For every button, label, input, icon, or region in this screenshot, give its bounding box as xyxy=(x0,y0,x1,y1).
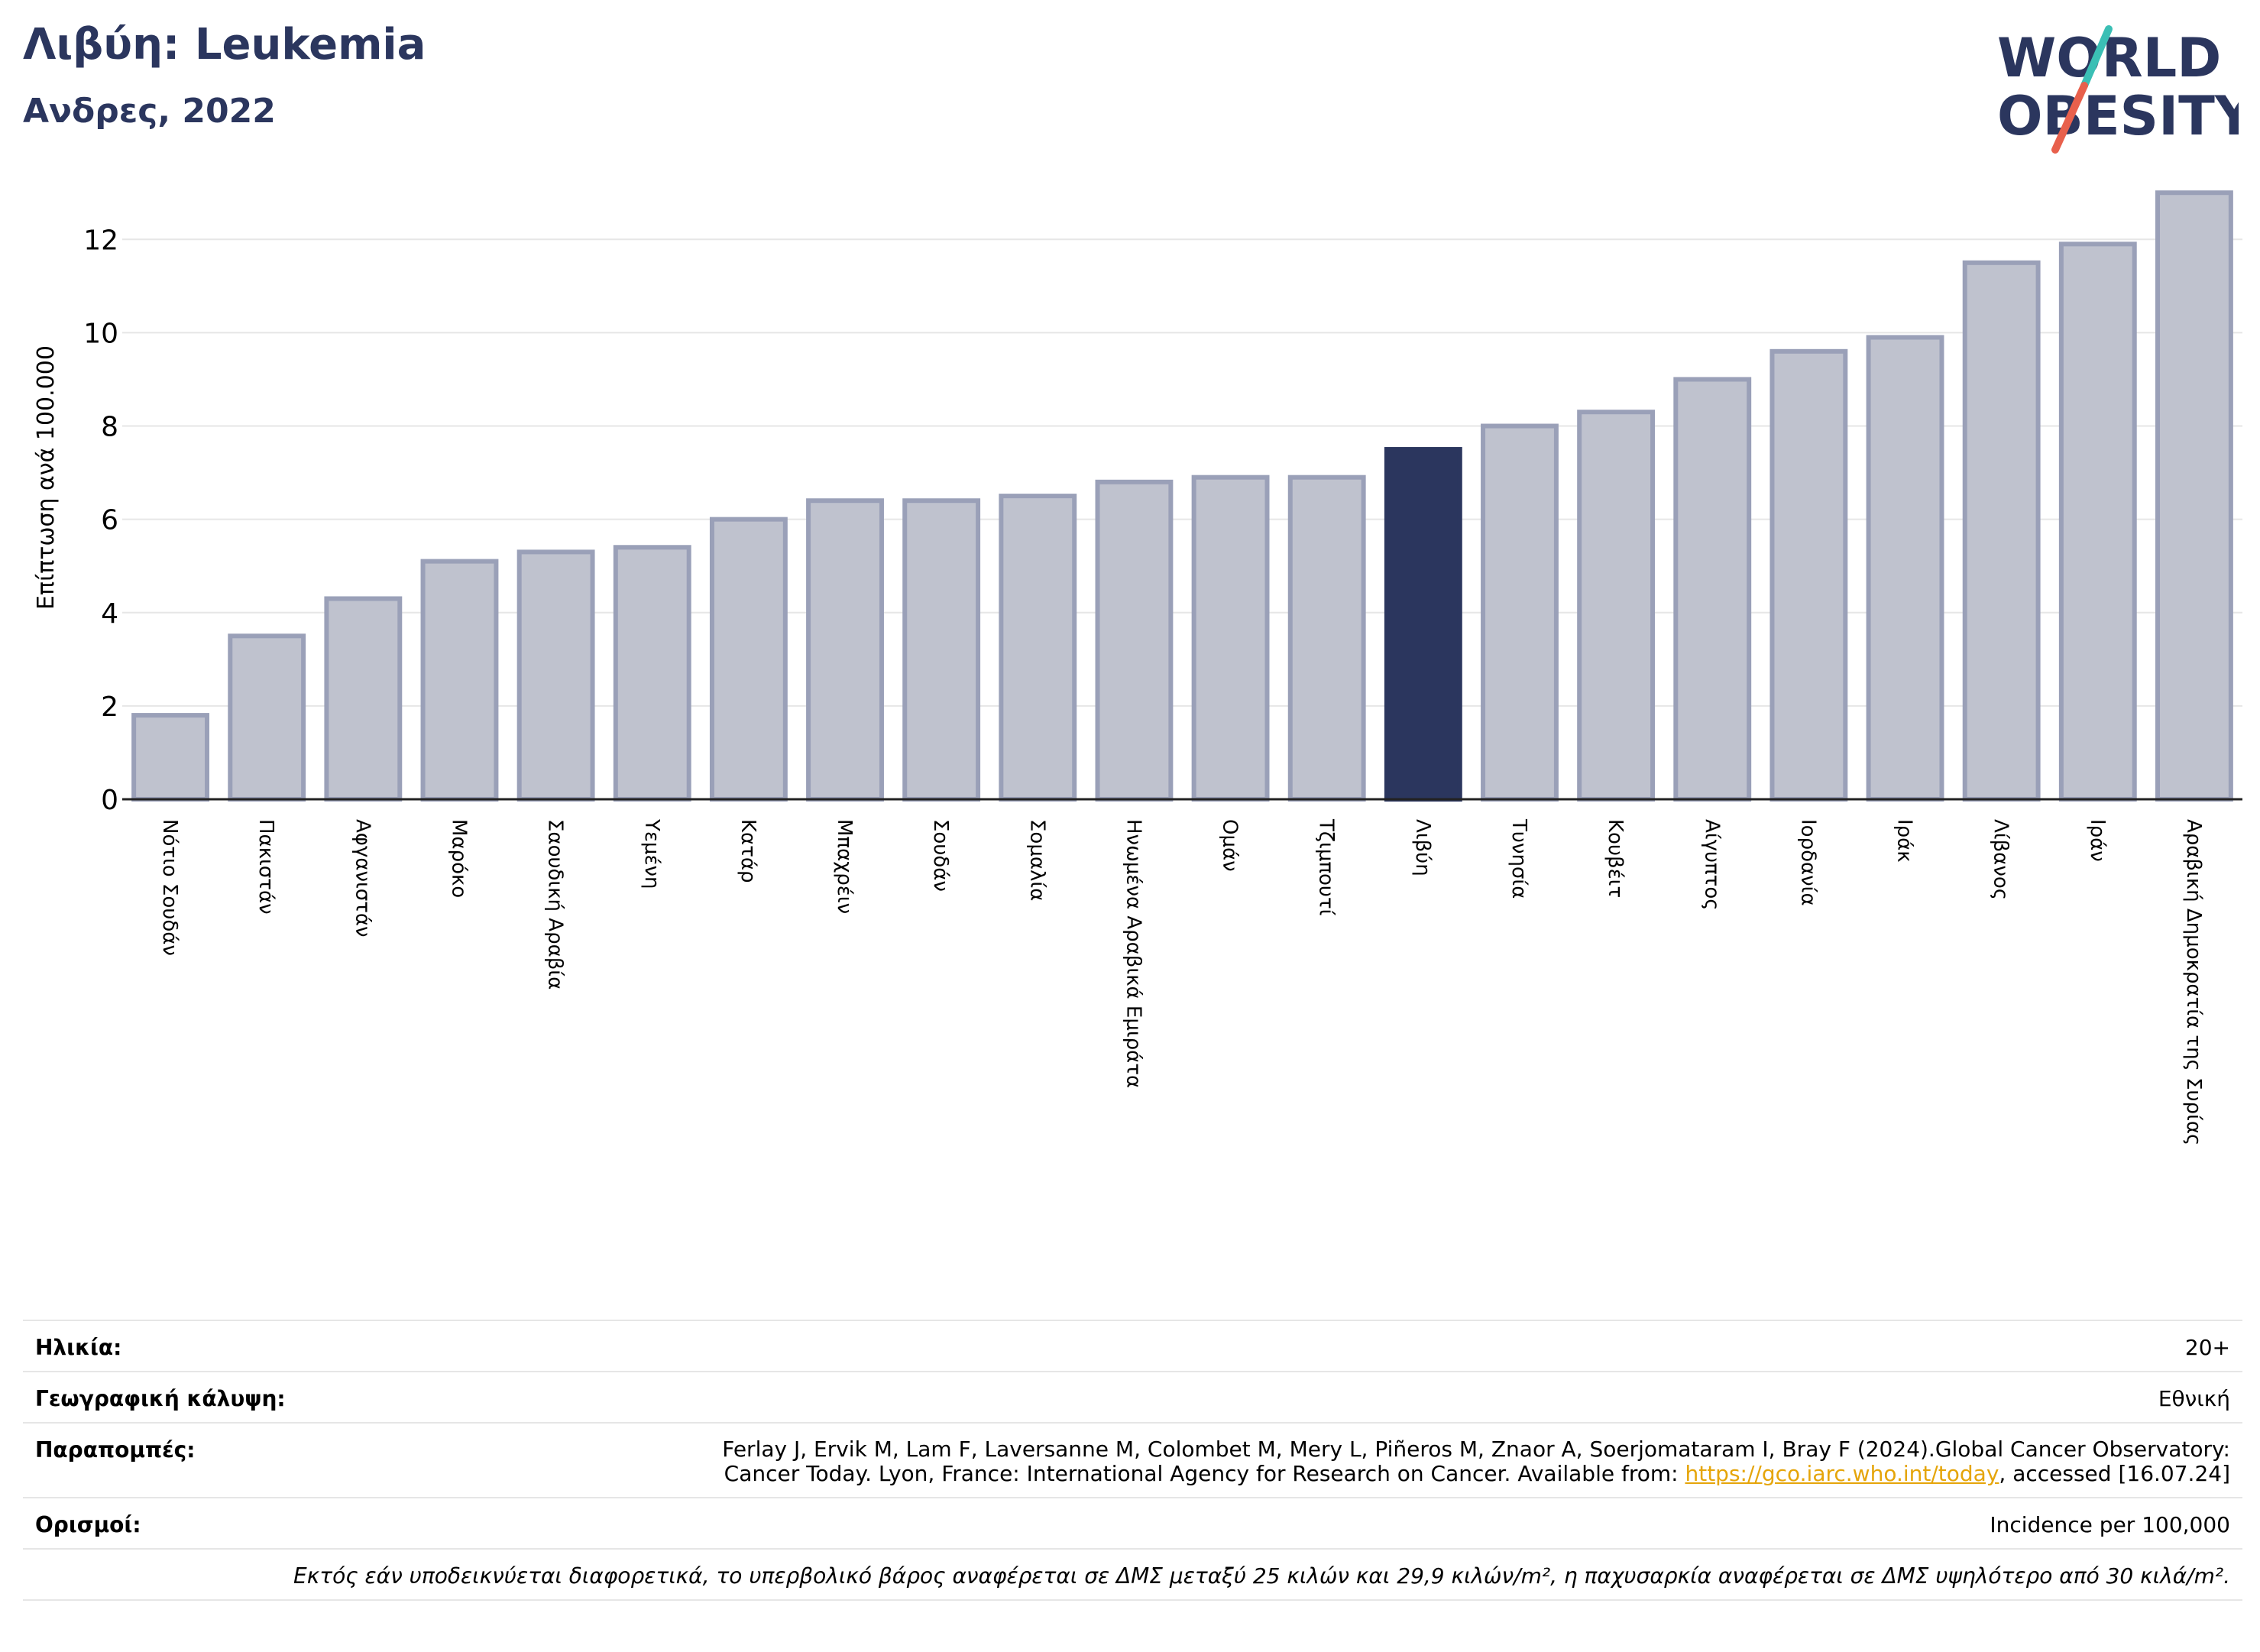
y-tick-label: 8 xyxy=(101,412,118,443)
y-tick-label: 2 xyxy=(101,692,118,723)
x-tick-label: Σομαλία xyxy=(1025,819,1048,901)
chart-title: Λιβύη: Leukemia xyxy=(23,20,426,70)
x-tick-label: Αίγυπτος xyxy=(1700,819,1723,911)
y-tick-label: 12 xyxy=(83,225,118,256)
world-obesity-logo: WORLD OBESITY xyxy=(1997,25,2239,154)
meta-row-definitions: Ορισμοί: Incidence per 100,000 xyxy=(23,1497,2242,1548)
bar xyxy=(1191,475,1270,802)
bar xyxy=(1962,260,2041,802)
metadata-table: Ηλικία: 20+ Γεωγραφική κάλυψη: Εθνική Πα… xyxy=(23,1320,2242,1601)
meta-row-note: Εκτός εάν υποδεικνύεται διαφορετικά, το … xyxy=(23,1548,2242,1601)
references-line-1: Ferlay J, Ervik M, Lam F, Laversanne M, … xyxy=(722,1437,2230,1462)
x-tick-label: Ομάν xyxy=(1219,819,1242,872)
bar xyxy=(1769,348,1848,802)
bar xyxy=(1866,335,1944,802)
bar xyxy=(1481,423,1559,802)
y-axis-label: Επίπτωση ανά 100.000 xyxy=(33,345,60,610)
references-label: Παραπομπές: xyxy=(35,1437,196,1463)
y-tick-label: 4 xyxy=(101,598,118,630)
x-axis-labels: Νότιο Σουδάν Πακιστάν Αφγανιστάν Μαρόκο Σαου… xyxy=(158,818,2205,1145)
meta-row-age: Ηλικία: 20+ xyxy=(23,1320,2242,1371)
bar xyxy=(324,596,403,802)
x-tick-label: Αραβική Δημοκρατία της Συρίας xyxy=(2182,819,2205,1145)
chart-subtitle: Ανδρες, 2022 xyxy=(23,92,276,131)
bar xyxy=(228,633,306,802)
footnote: Εκτός εάν υποδεικνύεται διαφορετικά, το … xyxy=(293,1563,2230,1589)
x-tick-label: Λίβανος xyxy=(1990,819,2012,900)
bar xyxy=(709,517,788,802)
meta-row-coverage: Γεωγραφική κάλυψη: Εθνική xyxy=(23,1371,2242,1422)
x-tick-label: Υεμένη xyxy=(640,818,663,889)
definitions-label: Ορισμοί: xyxy=(35,1512,141,1537)
x-tick-label: Τυνησία xyxy=(1507,818,1530,899)
x-tick-label: Κατάρ xyxy=(737,819,759,883)
references-line-2-suffix: , accessed [16.07.24] xyxy=(1999,1461,2230,1486)
x-tick-label: Λιβύη xyxy=(1411,819,1434,876)
bar xyxy=(2058,241,2137,802)
x-tick-label: Ιορδανία xyxy=(1796,819,1819,906)
y-tick-label: 0 xyxy=(101,785,118,816)
meta-row-references: Παραπομπές: Ferlay J, Ervik M, Lam F, La… xyxy=(23,1422,2242,1497)
x-tick-label: Σαουδική Αραβία xyxy=(544,819,567,990)
logo-slash-teal xyxy=(2080,25,2113,89)
bar xyxy=(420,559,499,802)
bar xyxy=(131,713,210,802)
bar xyxy=(1095,479,1174,802)
bar xyxy=(902,498,981,802)
bar xyxy=(2155,190,2233,802)
references-line-2-prefix: Cancer Today. Lyon, France: Internationa… xyxy=(724,1461,1685,1486)
logo-text-obesity: OBESITY xyxy=(1997,85,2239,147)
bar xyxy=(1384,447,1462,802)
x-tick-label: Ιράκ xyxy=(1893,819,1916,863)
x-tick-label: Πακιστάν xyxy=(254,819,277,915)
x-tick-label: Κουβέιτ xyxy=(1604,819,1627,898)
x-tick-label: Αφγανιστάν xyxy=(351,819,374,938)
definitions-value: Incidence per 100,000 xyxy=(1990,1512,2230,1537)
bar xyxy=(516,549,595,802)
references-value: Ferlay J, Ervik M, Lam F, Laversanne M, … xyxy=(722,1437,2230,1486)
coverage-label: Γεωγραφική κάλυψη: xyxy=(35,1386,286,1411)
coverage-value: Εθνική xyxy=(2158,1386,2230,1411)
age-value: 20+ xyxy=(2184,1335,2230,1360)
x-tick-label: Ιράν xyxy=(2086,819,2109,862)
bar xyxy=(613,545,691,802)
bar xyxy=(1287,475,1366,802)
x-tick-label: Νότιο Σουδάν xyxy=(158,819,181,956)
x-tick-label: Ηνωμένα Αραβικά Εμιράτα xyxy=(1122,819,1145,1088)
bar-chart: 0 2 4 6 8 10 12 Νότιο Σουδάν Πακιστάν Αφγανιστάν… xyxy=(33,190,2242,1145)
age-label: Ηλικία: xyxy=(35,1335,122,1360)
y-tick-label: 6 xyxy=(101,505,118,536)
bar xyxy=(999,494,1077,802)
bar xyxy=(806,498,884,802)
x-tick-label: Μπαχρέιν xyxy=(833,819,856,914)
x-tick-label: Μαρόκο xyxy=(447,819,470,898)
y-tick-label: 10 xyxy=(83,318,118,349)
x-tick-label: Τζιμπουτί xyxy=(1315,818,1338,916)
y-axis-ticks: 0 2 4 6 8 10 12 xyxy=(83,225,118,816)
logo-slash-red xyxy=(2051,82,2088,154)
x-tick-label: Σουδάν xyxy=(929,819,952,892)
bar xyxy=(1577,410,1656,802)
references-link[interactable]: https://gco.iarc.who.int/today xyxy=(1685,1461,1999,1486)
bars xyxy=(131,190,2233,802)
bar xyxy=(1673,377,1752,802)
